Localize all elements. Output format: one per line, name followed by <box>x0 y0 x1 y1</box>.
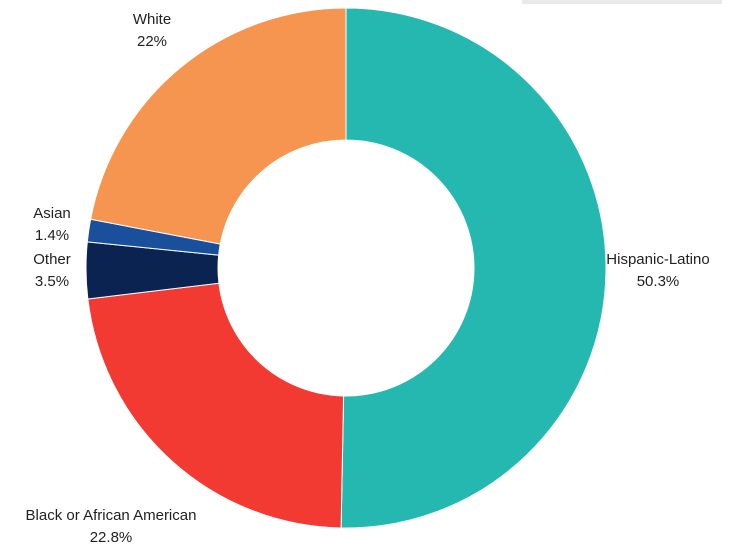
slice-value-other: 3.5% <box>35 273 69 290</box>
slice-label-hispanic-latino: Hispanic-Latino <box>606 251 709 268</box>
slice-hispanic-latino <box>340 7 607 529</box>
slice-label-black-or-african-american: Black or African American <box>26 507 197 524</box>
slice-value-black-or-african-american: 22.8% <box>90 529 133 546</box>
slice-label-other: Other <box>33 251 71 268</box>
slice-white <box>90 7 347 245</box>
slice-label-asian: Asian <box>33 205 71 222</box>
slice-value-hispanic-latino: 50.3% <box>637 273 680 290</box>
slice-value-white: 22% <box>137 33 167 50</box>
cropped-header-strip <box>522 0 722 4</box>
slice-black-or-african-american <box>87 282 345 529</box>
labels-group: Hispanic-Latino 50.3% Black or African Ame… <box>26 11 710 546</box>
slice-label-white: White <box>133 11 171 28</box>
slice-value-asian: 1.4% <box>35 227 69 244</box>
slices-group <box>85 7 607 529</box>
